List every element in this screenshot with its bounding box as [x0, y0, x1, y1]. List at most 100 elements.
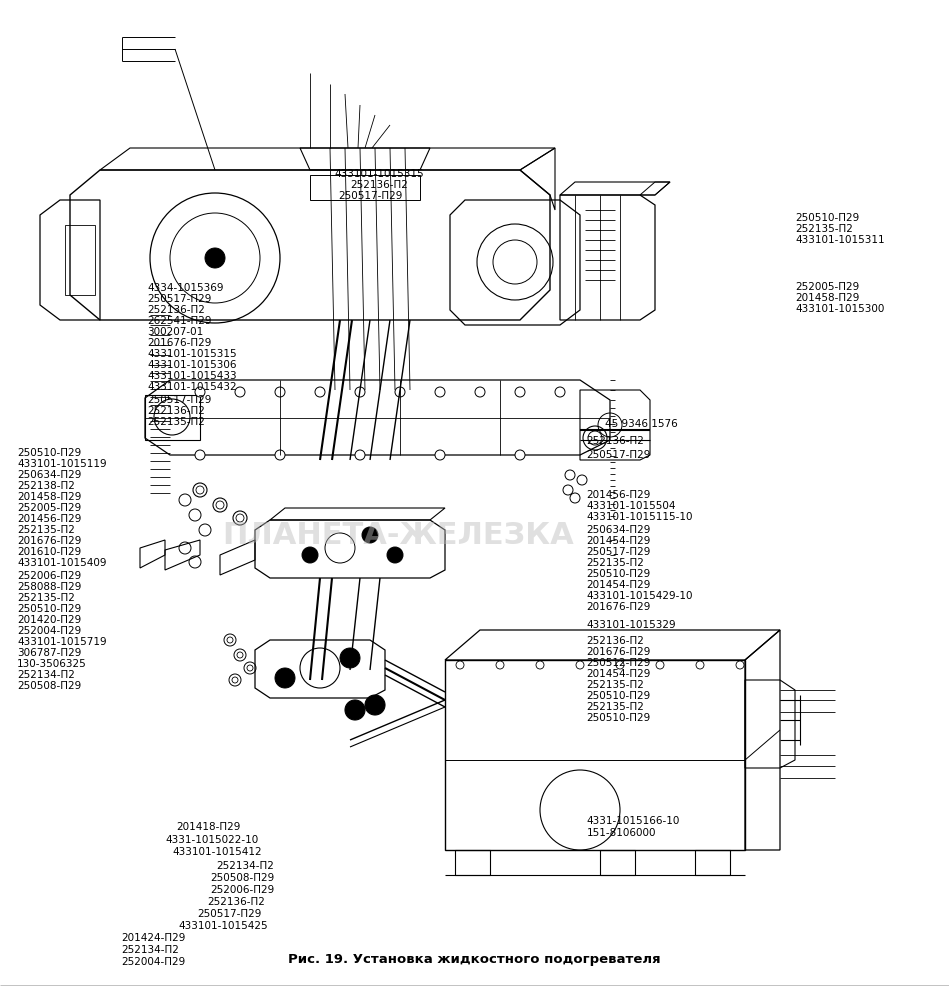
Text: 252134-П2: 252134-П2: [121, 945, 179, 955]
Text: 252136-П2: 252136-П2: [586, 636, 644, 646]
Text: 252135-П2: 252135-П2: [795, 224, 853, 234]
Text: 433101-1015311: 433101-1015311: [795, 235, 884, 245]
Text: 250510-П29: 250510-П29: [586, 569, 651, 579]
Text: 300207-01: 300207-01: [147, 327, 203, 337]
Text: 433101-1015504: 433101-1015504: [586, 501, 676, 511]
Text: 4331-1015022-10: 4331-1015022-10: [165, 835, 258, 845]
Circle shape: [563, 485, 573, 495]
Text: 4334-1015369: 4334-1015369: [147, 283, 224, 293]
Text: 4331-1015166-10: 4331-1015166-10: [586, 816, 679, 826]
Text: 433101-1015425: 433101-1015425: [178, 921, 268, 931]
Text: 306787-П29: 306787-П29: [17, 648, 82, 658]
Text: ПЛАНЕТА-ЖЕЛЕЗКА: ПЛАНЕТА-ЖЕЛЕЗКА: [223, 520, 574, 550]
Circle shape: [616, 661, 624, 669]
Text: 252005-П29: 252005-П29: [795, 282, 860, 292]
Text: 252006-П29: 252006-П29: [211, 885, 275, 895]
Circle shape: [340, 648, 360, 668]
Text: 433101-1015115-10: 433101-1015115-10: [586, 512, 693, 522]
Text: 433101-1015315: 433101-1015315: [335, 169, 424, 179]
Text: 151-8106000: 151-8106000: [586, 828, 656, 838]
Circle shape: [235, 387, 245, 397]
Text: 201676-П29: 201676-П29: [586, 602, 651, 612]
Circle shape: [536, 661, 544, 669]
Text: 252135-П2: 252135-П2: [586, 558, 644, 568]
Text: 433101-1015412: 433101-1015412: [173, 847, 262, 857]
Circle shape: [435, 450, 445, 460]
Circle shape: [515, 450, 525, 460]
Circle shape: [355, 387, 365, 397]
Text: 433101-1015719: 433101-1015719: [17, 637, 106, 647]
Text: 250508-П29: 250508-П29: [211, 873, 275, 883]
Text: 252136-П2: 252136-П2: [147, 406, 205, 416]
Text: 252134-П2: 252134-П2: [17, 670, 75, 680]
Text: 252135-П2: 252135-П2: [17, 525, 75, 535]
Text: 433101-1015433: 433101-1015433: [147, 371, 236, 381]
Text: 433101-1015329: 433101-1015329: [586, 620, 676, 630]
Text: 201610-П29: 201610-П29: [17, 547, 82, 557]
Text: 252136-П2: 252136-П2: [207, 897, 265, 907]
Circle shape: [435, 387, 445, 397]
Text: 252005-П29: 252005-П29: [17, 503, 82, 513]
Circle shape: [315, 387, 325, 397]
Circle shape: [475, 387, 485, 397]
Circle shape: [496, 661, 504, 669]
Text: 433101-1015119: 433101-1015119: [17, 459, 106, 469]
Text: 258088-П29: 258088-П29: [17, 582, 82, 592]
Text: 250508-П29: 250508-П29: [17, 681, 82, 691]
Text: 433101-1015429-10: 433101-1015429-10: [586, 591, 693, 601]
Text: 433101-1015315: 433101-1015315: [147, 349, 236, 359]
Text: 433101-1015432: 433101-1015432: [147, 382, 236, 392]
Text: 252136-П2: 252136-П2: [586, 436, 644, 446]
Text: 252135-П2: 252135-П2: [586, 702, 644, 712]
Text: 262541-П29: 262541-П29: [147, 316, 212, 326]
Circle shape: [345, 700, 365, 720]
Text: 250517-П29: 250517-П29: [586, 450, 651, 460]
Text: 201676-П29: 201676-П29: [147, 338, 212, 348]
Circle shape: [696, 661, 704, 669]
Circle shape: [205, 248, 225, 268]
Text: 130-3506325: 130-3506325: [17, 659, 86, 669]
Text: 252004-П29: 252004-П29: [17, 626, 82, 636]
Circle shape: [275, 450, 285, 460]
Text: 250517-П29: 250517-П29: [147, 395, 212, 405]
Circle shape: [355, 450, 365, 460]
Text: 250517-П29: 250517-П29: [586, 547, 651, 557]
Text: 250517-П29: 250517-П29: [197, 909, 262, 919]
Text: 201454-П29: 201454-П29: [586, 536, 651, 546]
Text: 252138-П2: 252138-П2: [17, 481, 75, 491]
Circle shape: [395, 387, 405, 397]
Circle shape: [577, 475, 587, 485]
Text: 250510-П29: 250510-П29: [17, 448, 82, 458]
Text: 201454-П29: 201454-П29: [586, 669, 651, 679]
Text: 433101-1015409: 433101-1015409: [17, 558, 106, 568]
Text: 250510-П29: 250510-П29: [17, 604, 82, 614]
Text: 252135-П2: 252135-П2: [586, 680, 644, 690]
Text: 252135-П2: 252135-П2: [147, 417, 205, 427]
Text: 201458-П29: 201458-П29: [17, 492, 82, 502]
Text: 201456-П29: 201456-П29: [17, 514, 82, 524]
Text: 201420-П29: 201420-П29: [17, 615, 82, 625]
Text: 201458-П29: 201458-П29: [795, 293, 860, 303]
Circle shape: [365, 695, 385, 715]
Text: 45 9346 1576: 45 9346 1576: [605, 419, 679, 429]
Text: 250517-П29: 250517-П29: [338, 191, 402, 201]
Circle shape: [362, 527, 378, 543]
Text: 250510-П29: 250510-П29: [586, 713, 651, 723]
Circle shape: [656, 661, 664, 669]
Text: 252135-П2: 252135-П2: [17, 593, 75, 603]
Text: 201418-П29: 201418-П29: [177, 822, 241, 832]
Text: Рис. 19. Установка жидкостного подогревателя: Рис. 19. Установка жидкостного подогрева…: [288, 954, 661, 966]
Text: 201676-П29: 201676-П29: [17, 536, 82, 546]
Circle shape: [275, 668, 295, 688]
Text: 433101-1015300: 433101-1015300: [795, 304, 884, 314]
Circle shape: [302, 547, 318, 563]
Circle shape: [275, 387, 285, 397]
Circle shape: [565, 470, 575, 480]
Text: 252134-П2: 252134-П2: [216, 861, 274, 871]
Circle shape: [195, 450, 205, 460]
Text: 201424-П29: 201424-П29: [121, 933, 186, 943]
Text: 252136-П2: 252136-П2: [147, 305, 205, 315]
Circle shape: [555, 387, 565, 397]
Text: 433101-1015306: 433101-1015306: [147, 360, 236, 370]
Circle shape: [387, 547, 403, 563]
